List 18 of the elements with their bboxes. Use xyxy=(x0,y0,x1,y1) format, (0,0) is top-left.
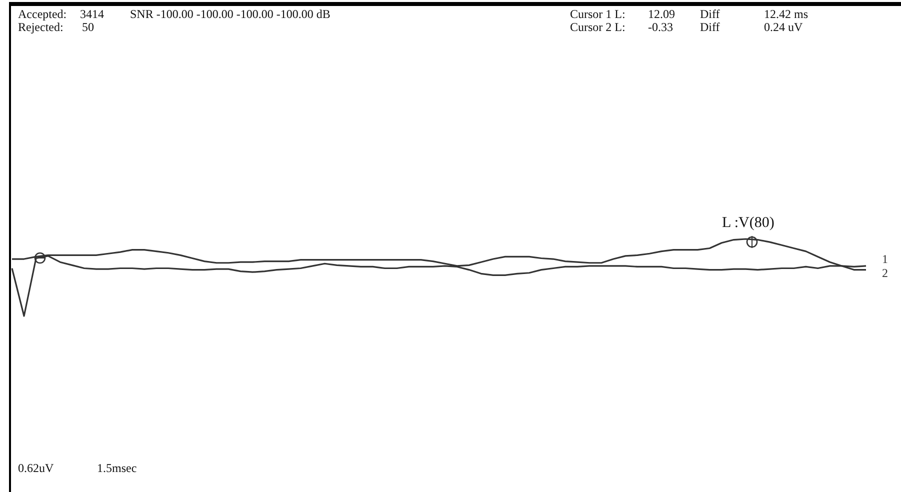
text: 0.62uV xyxy=(18,461,54,475)
text: SNR -100.00 -100.00 -100.00 -100.00 dB xyxy=(130,7,330,21)
text: 12.42 ms xyxy=(764,7,808,21)
text: Diff xyxy=(700,20,720,34)
text: 3414 xyxy=(80,7,104,21)
text: Rejected: xyxy=(18,20,64,34)
text: 12.09 xyxy=(648,7,675,21)
text: 1.5msec xyxy=(97,461,137,475)
series-label: 1 xyxy=(882,252,888,266)
text: -0.33 xyxy=(648,20,673,34)
text: Cursor 1 L: xyxy=(570,7,626,21)
text: Cursor 2 L: xyxy=(570,20,626,34)
text: Diff xyxy=(700,7,720,21)
text: 0.24 uV xyxy=(764,20,803,34)
annotation: L :V(80) xyxy=(722,214,774,231)
series-label: 2 xyxy=(882,266,888,280)
text: 50 xyxy=(82,20,94,34)
text: Accepted: xyxy=(18,7,67,21)
